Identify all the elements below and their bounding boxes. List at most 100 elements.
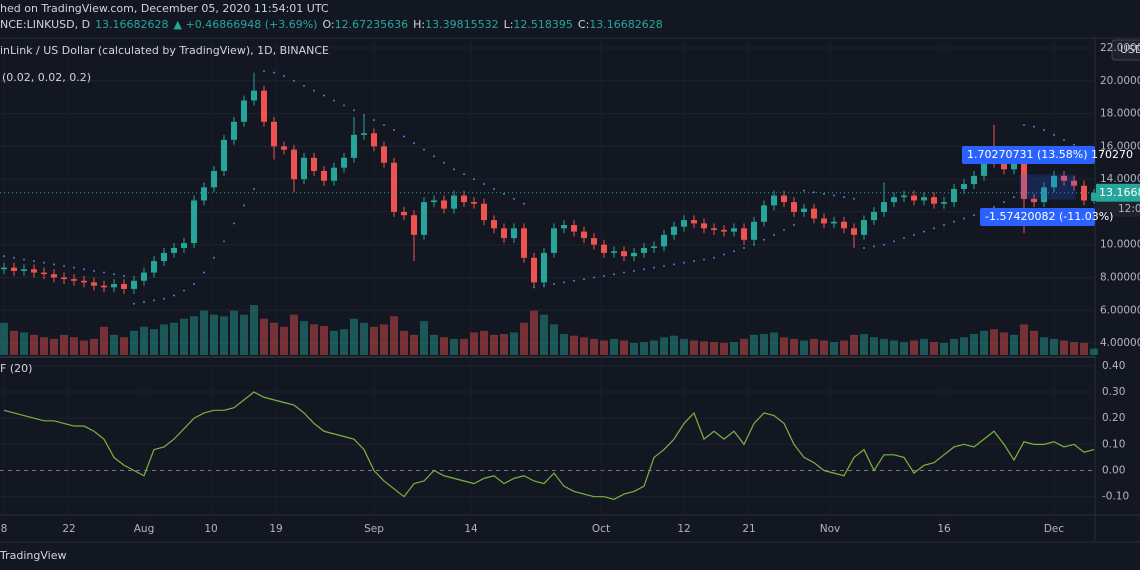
sar-dot [843,196,845,199]
candle-body [601,244,607,253]
y-tick-label: 18.000000 [1100,108,1140,120]
sar-dot [1043,128,1045,131]
volume-bar [1000,332,1008,355]
sar-dot [633,269,635,272]
candle-body [1041,187,1047,203]
candle-body [461,195,467,203]
volume-bar [1020,324,1028,355]
cmf-tick-label: 0.20 [1102,412,1125,424]
candle-body [521,228,527,258]
volume-bar [700,341,708,355]
candle-body [781,195,787,203]
candle-body [981,159,987,176]
volume-bar [540,314,548,355]
sar-dot [163,297,165,300]
candle-body [901,195,907,198]
candle-body [21,269,27,271]
sar-dot [293,79,295,82]
candle-body [501,228,507,239]
x-tick-label: 22 [62,523,75,535]
candle-body [111,284,117,288]
candle-body [361,133,367,135]
sar-dot [153,299,155,302]
sar-dot [353,109,355,112]
sar-dot [103,271,105,274]
sar-dot [703,258,705,261]
candle-body [651,246,657,248]
volume-bar [120,337,128,355]
candle-body [671,226,677,235]
footer: TradingView [0,549,66,562]
countdown-box [1096,201,1140,217]
volume-bar [510,332,518,355]
volume-bar [90,338,98,355]
currency-box[interactable] [1111,39,1140,61]
sar-dot [403,135,405,138]
candle-body [341,157,347,168]
candle-body [561,225,567,229]
sar-dot [433,155,435,158]
candle-body [921,197,927,201]
volume-bar [430,334,438,355]
sar-dot [113,273,115,276]
x-tick-label: 21 [742,523,755,535]
sar-dot [513,197,515,200]
candle-body [591,238,597,245]
sar-dot [63,265,65,268]
candle-body [851,228,857,235]
volume-bar [590,338,598,355]
candle-body [61,277,67,280]
candle-body [681,220,687,227]
sar-dot [583,278,585,281]
cmf-line [3,391,1095,500]
volume-bar [190,316,198,355]
sar-dot [573,279,575,282]
volume-bar [800,340,808,355]
volume-bar [890,340,898,355]
y-tick-label: 4.000000 [1100,337,1140,349]
sar-dot [503,192,505,195]
sar-dot [363,114,365,117]
volume-bar [570,335,578,355]
candle-body [221,139,227,171]
sar-dot [993,206,995,209]
header-quote: NCE:LINKUSD, D 13.16682628 ▲ +0.46866948 (… [0,18,663,31]
sar-dot [613,273,615,276]
sar-dot [533,286,535,289]
candle-body [101,285,107,288]
volume-bar [270,322,278,355]
volume-bar [470,332,478,355]
candle-body [811,208,817,219]
sar-dot [923,230,925,233]
volume-bar [440,337,448,355]
sar-dot [913,233,915,236]
candle-body [211,170,217,188]
candle-body [171,247,177,253]
sar-dot [83,268,85,271]
candle-body [81,280,87,283]
currency[interactable]: USD [1120,43,1140,56]
candle-body [381,146,387,163]
volume-bar [1010,334,1018,355]
x-tick-label: 14 [464,523,478,535]
sar-dot [793,224,795,227]
candle-body [821,218,827,224]
volume-bar [460,338,468,355]
volume-bar [450,338,458,355]
volume-bar [810,338,818,355]
published: hed on TradingView.com, December 05, 202… [0,2,329,15]
volume-bar [480,330,488,355]
candle-body [41,272,47,275]
sar-dot [1063,138,1065,141]
header-change: ▲ +0.46866948 (+3.69%) [174,18,318,31]
volume-bar [940,342,948,355]
volume-bar [260,318,268,355]
annotation: 1.70270731 (13.58%) 170270 [967,148,1133,161]
plot-area [0,40,1098,515]
sar-dot [863,246,865,249]
volume-bar [630,342,638,355]
sar-dot [673,263,675,266]
volume-bar [40,337,48,355]
